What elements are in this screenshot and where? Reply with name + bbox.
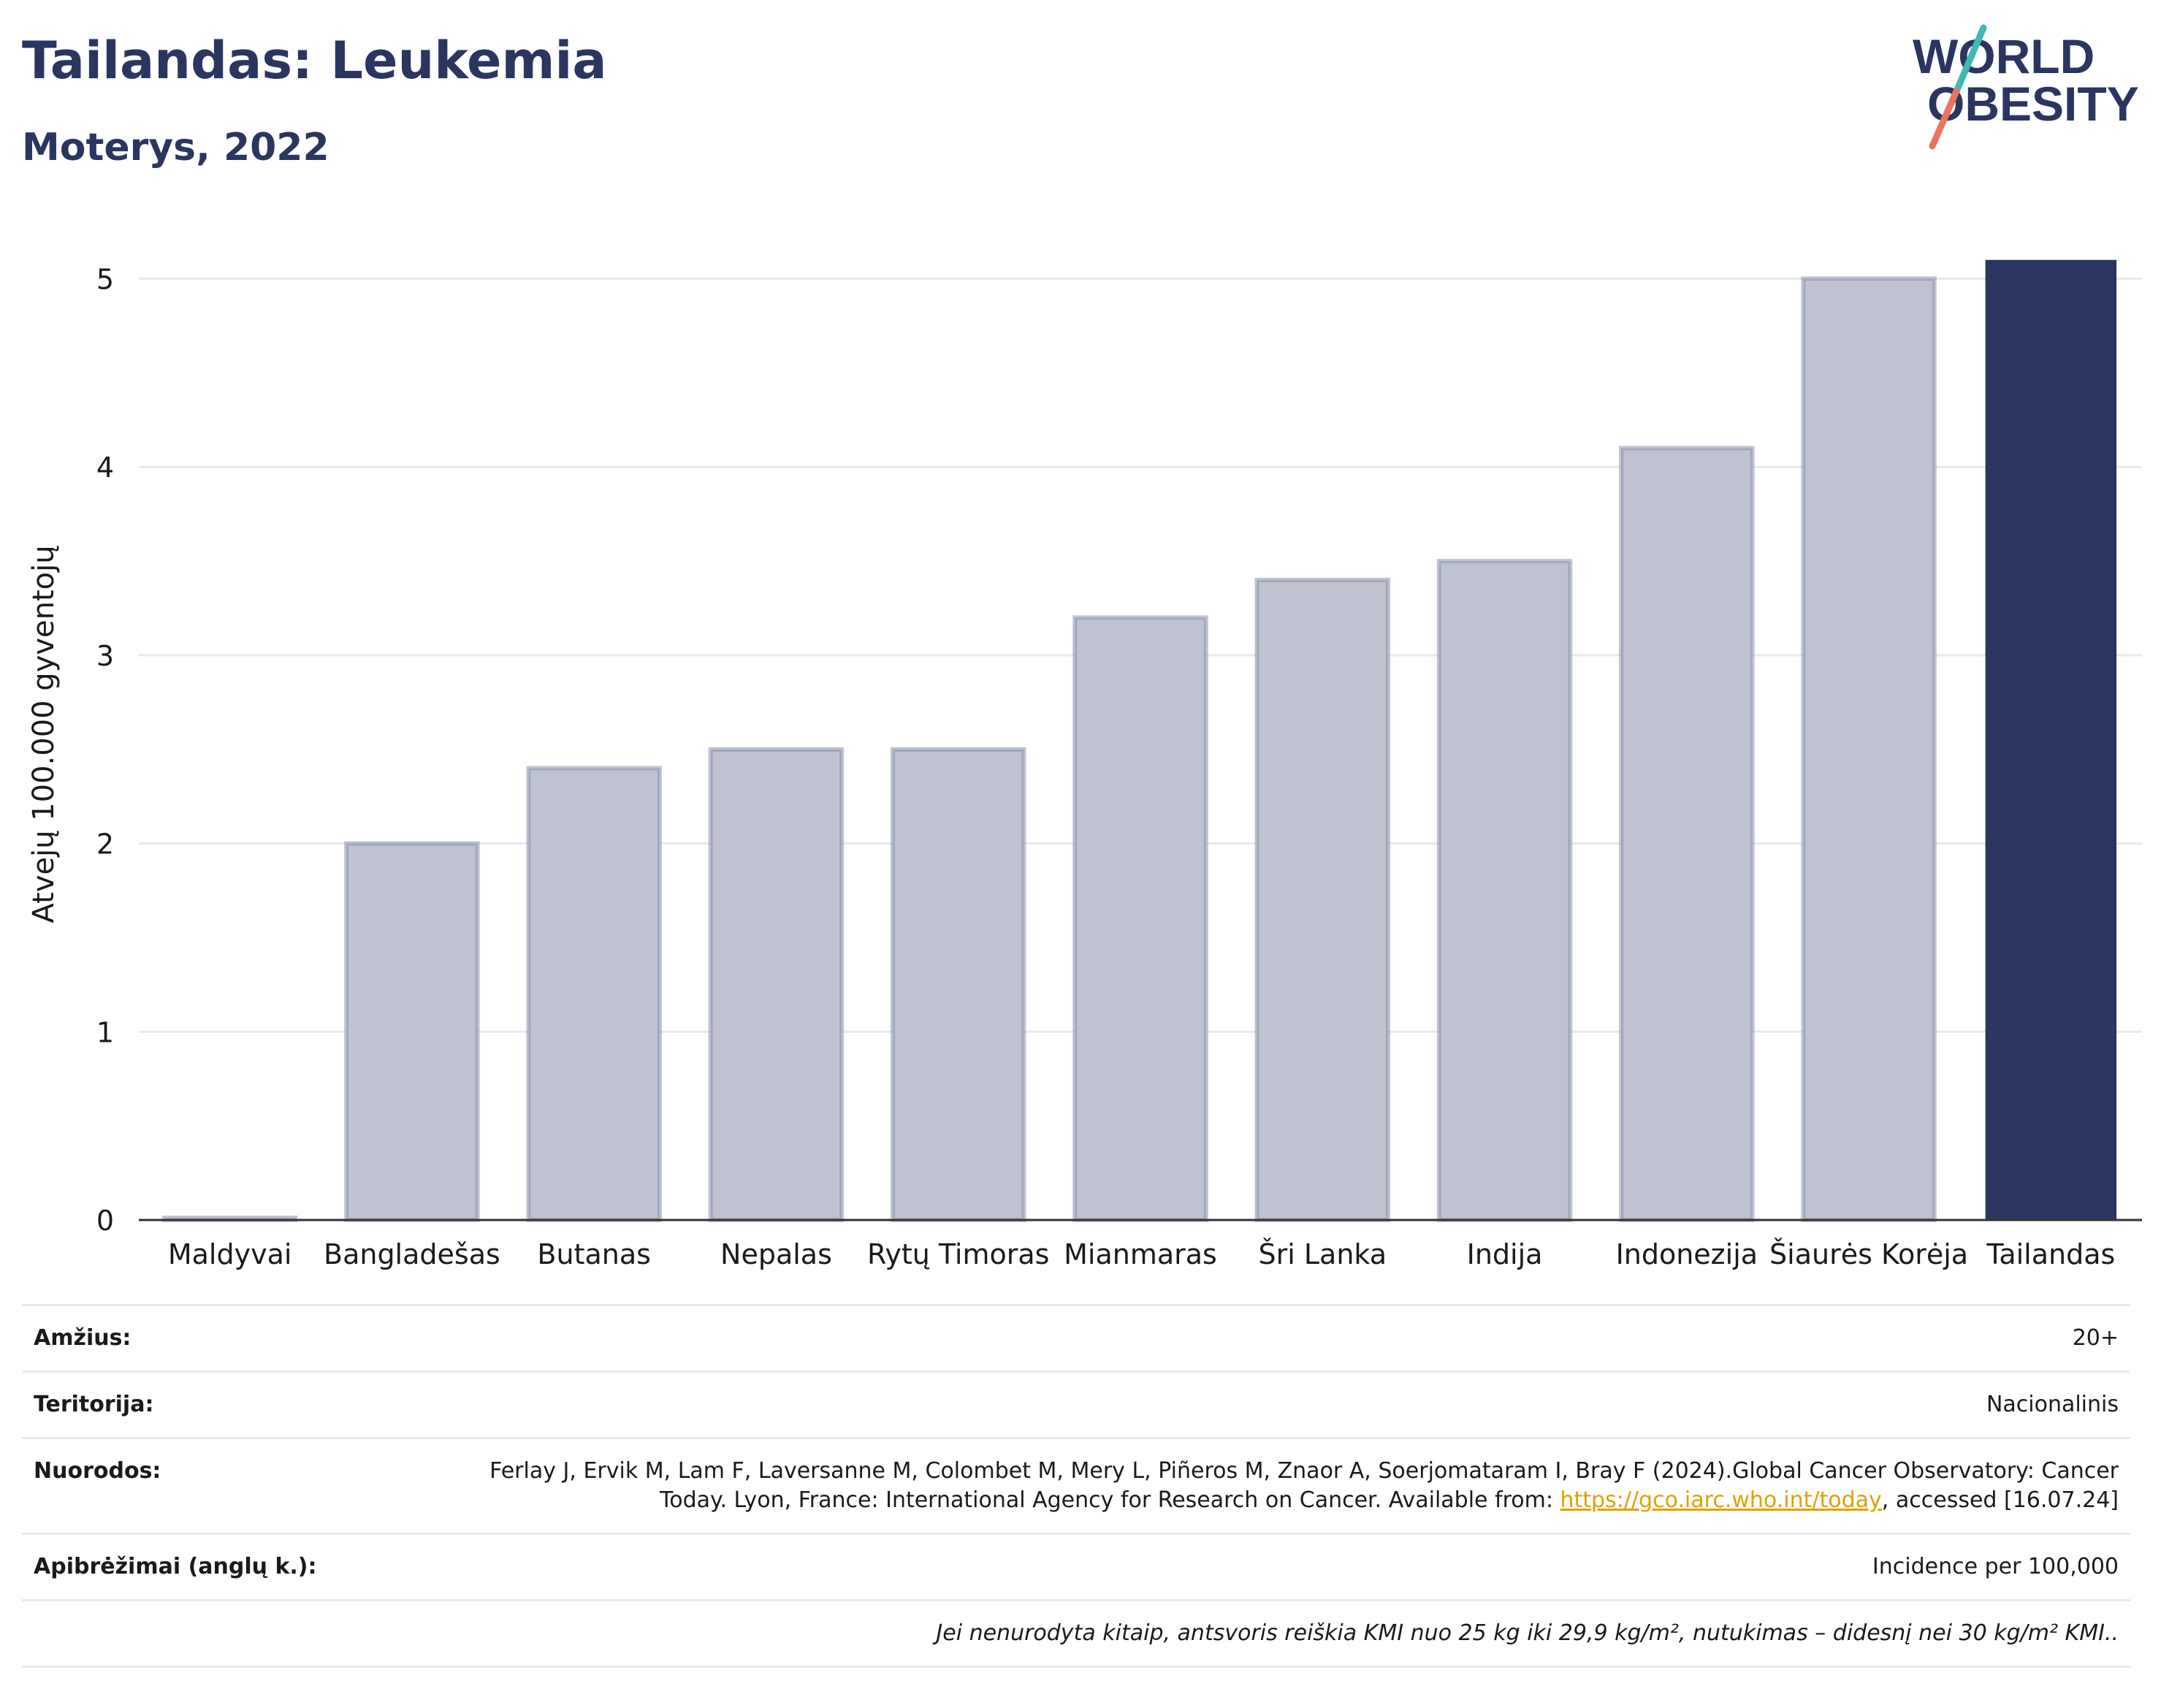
bar-indonezija [1619, 446, 1755, 1222]
y-tick-label: 2 [96, 828, 114, 861]
x-tick-label: Nepalas [720, 1238, 832, 1270]
bar-indija [1436, 559, 1573, 1223]
bars [161, 259, 2117, 1223]
info-row-note: Jei nenurodyta kitaip, antsvoris reiškia… [22, 1599, 2130, 1668]
chart-title: Tailandas: Leukemia [22, 31, 607, 91]
x-tick-label: Šiaurės Korėja [1769, 1238, 1968, 1270]
territory-value: Nacionalinis [1986, 1392, 2119, 1417]
age-value: 20+ [2072, 1325, 2119, 1351]
bar-mianmaras [1072, 615, 1208, 1222]
definitions-value: Incidence per 100,000 [1872, 1554, 2119, 1579]
info-table: Amžius: 20+ Teritorija: Nacionalinis Nuo… [22, 1304, 2130, 1668]
logo-word-obesity: OBESITY [1927, 77, 2139, 131]
y-tick-label: 1 [96, 1016, 114, 1048]
bar-chart: 0 1 2 3 4 5 Maldyvai Bangladešas Butanas Nepalas R… [96, 259, 2142, 1270]
x-tick-label: Šri Lanka [1258, 1238, 1387, 1270]
territory-label: Teritorija: [34, 1392, 154, 1417]
info-row-references: Nuorodos: Ferlay J, Ervik M, Lam F, Lave… [22, 1437, 2130, 1533]
bar-rytų-timoras [890, 747, 1026, 1222]
footnote: Jei nenurodyta kitaip, antsvoris reiškia… [936, 1620, 2119, 1646]
y-tick-label: 4 [96, 451, 114, 484]
world-obesity-logo: WORLD OBESITY [1913, 24, 2139, 150]
references-label: Nuorodos: [34, 1458, 161, 1484]
info-row-definitions: Apibrėžimai (anglų k.): Incidence per 10… [22, 1533, 2130, 1599]
x-tick-label: Butanas [537, 1238, 651, 1270]
bar-tailandas [1985, 259, 2117, 1220]
info-row-age: Amžius: 20+ [22, 1304, 2130, 1370]
logo-word-world: WORLD [1913, 29, 2095, 83]
x-tick-label: Indija [1467, 1238, 1543, 1270]
definitions-label: Apibrėžimai (anglų k.): [34, 1554, 317, 1579]
references-value: Ferlay J, Ervik M, Lam F, Laversanne M, … [438, 1457, 2119, 1515]
bar-butanas [526, 766, 662, 1222]
y-tick-label: 3 [96, 640, 114, 672]
y-tick-label: 0 [96, 1205, 114, 1237]
age-label: Amžius: [34, 1325, 132, 1351]
logo-slash-teal [1953, 24, 1987, 95]
bar-nepalas [708, 747, 845, 1222]
chart-subtitle: Moterys, 2022 [22, 126, 329, 169]
references-link[interactable]: https://gco.iarc.who.int/today [1560, 1487, 1882, 1513]
x-tick-label: Rytų Timoras [867, 1238, 1049, 1270]
x-tick-label: Maldyvai [168, 1238, 292, 1270]
references-text: Ferlay J, Ervik M, Lam F, Laversanne M, … [489, 1458, 2119, 1513]
info-row-territory: Teritorija: Nacionalinis [22, 1370, 2130, 1437]
logo-slash-coral [1929, 88, 1960, 150]
bar-bangladešas [344, 841, 480, 1222]
x-tick-label: Tailandas [1986, 1238, 2115, 1270]
y-tick-label: 5 [96, 264, 114, 296]
bar-šri-lanka [1254, 577, 1391, 1223]
bar-šiaurės-korėja [1801, 276, 1937, 1223]
x-tick-label: Bangladešas [324, 1238, 500, 1270]
references-text-end: , accessed [16.07.24] [1881, 1487, 2119, 1513]
x-tick-label: Indonezija [1616, 1238, 1758, 1270]
axes: 0 1 2 3 4 5 Maldyvai Bangladešas Butanas Nepalas R… [96, 264, 2142, 1270]
x-tick-label: Mianmaras [1064, 1238, 1217, 1270]
